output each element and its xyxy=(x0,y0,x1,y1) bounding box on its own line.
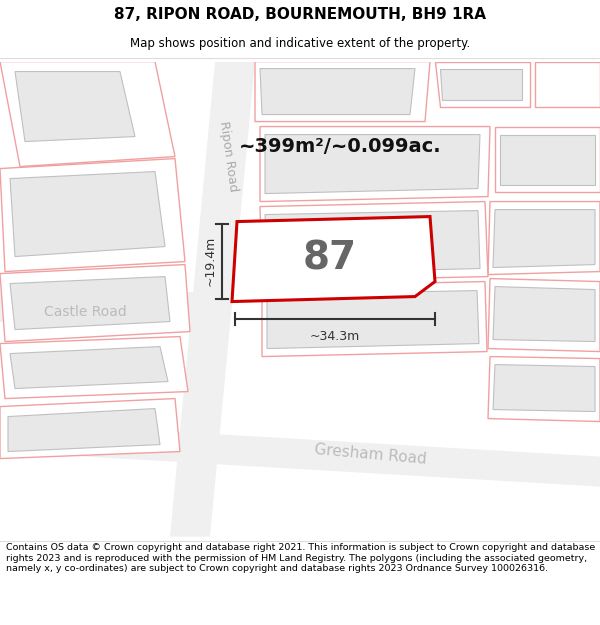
Polygon shape xyxy=(10,276,170,329)
Polygon shape xyxy=(260,69,415,114)
Polygon shape xyxy=(488,279,600,351)
Text: Gresham Road: Gresham Road xyxy=(313,442,427,467)
Polygon shape xyxy=(260,126,490,201)
Text: Ripon Road: Ripon Road xyxy=(217,121,239,192)
Polygon shape xyxy=(495,126,600,191)
Polygon shape xyxy=(267,291,479,349)
Polygon shape xyxy=(488,201,600,274)
Polygon shape xyxy=(535,61,600,106)
Polygon shape xyxy=(265,211,480,274)
Polygon shape xyxy=(0,399,180,459)
Polygon shape xyxy=(265,134,480,194)
Polygon shape xyxy=(232,216,435,301)
Polygon shape xyxy=(435,61,530,106)
Polygon shape xyxy=(488,356,600,421)
Polygon shape xyxy=(0,61,175,166)
Polygon shape xyxy=(0,421,600,486)
Polygon shape xyxy=(170,61,255,536)
Polygon shape xyxy=(500,134,595,184)
Text: Contains OS data © Crown copyright and database right 2021. This information is : Contains OS data © Crown copyright and d… xyxy=(6,543,595,573)
Polygon shape xyxy=(493,364,595,411)
Text: 87, RIPON ROAD, BOURNEMOUTH, BH9 1RA: 87, RIPON ROAD, BOURNEMOUTH, BH9 1RA xyxy=(114,7,486,22)
Polygon shape xyxy=(8,409,160,451)
Polygon shape xyxy=(255,61,430,121)
Polygon shape xyxy=(0,336,188,399)
Polygon shape xyxy=(0,264,190,341)
Text: ~19.4m: ~19.4m xyxy=(203,236,217,286)
Polygon shape xyxy=(0,291,200,321)
Polygon shape xyxy=(493,286,595,341)
Polygon shape xyxy=(0,159,185,271)
Text: ~34.3m: ~34.3m xyxy=(310,330,360,343)
Text: Castle Road: Castle Road xyxy=(44,304,127,319)
Polygon shape xyxy=(493,209,595,268)
Polygon shape xyxy=(440,69,522,99)
Polygon shape xyxy=(10,171,165,256)
Polygon shape xyxy=(10,346,168,389)
Polygon shape xyxy=(262,281,487,356)
Polygon shape xyxy=(260,201,488,281)
Text: ~399m²/~0.099ac.: ~399m²/~0.099ac. xyxy=(239,137,442,156)
Text: 87: 87 xyxy=(303,239,357,278)
Text: Map shows position and indicative extent of the property.: Map shows position and indicative extent… xyxy=(130,37,470,49)
Polygon shape xyxy=(15,71,135,141)
